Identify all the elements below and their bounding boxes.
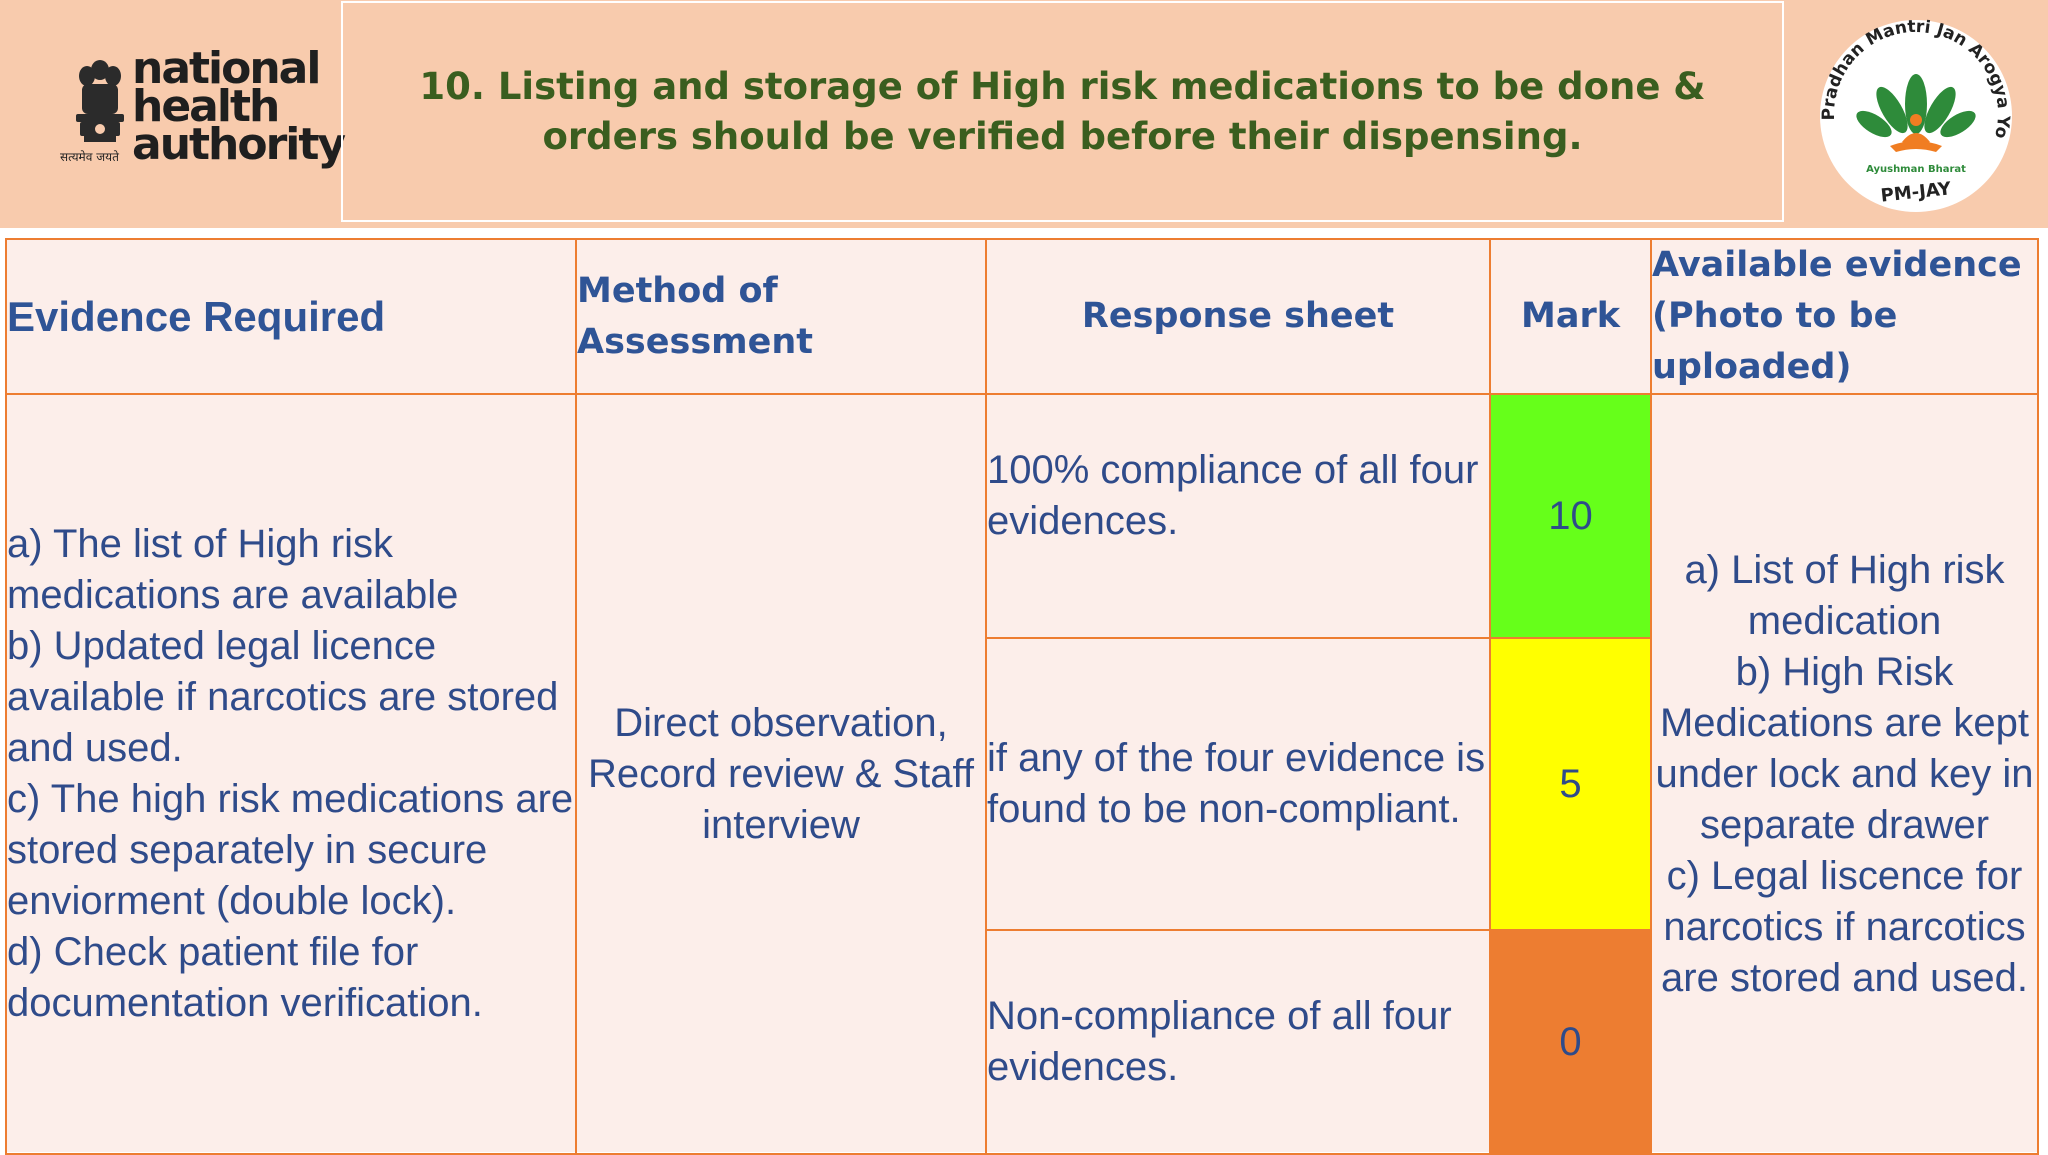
lotus-figure-icon [1856, 74, 1976, 152]
pmjay-logo: Pradhan Mantri Jan Arogya Yojana Ayushma… [1806, 12, 2013, 212]
response-partial-compliance: if any of the four evidence is found to … [985, 637, 1491, 931]
nha-word-health: health [132, 81, 280, 132]
header-available-evidence: Available evidence (Photo to be uploaded… [1650, 238, 2039, 395]
header-evidence-required: Evidence Required [5, 238, 577, 395]
nha-word-authority: authority [132, 119, 346, 170]
method-cell: Direct observation, Record review & Staf… [575, 393, 987, 1155]
mark-0: 0 [1489, 929, 1652, 1155]
header-response-sheet: Response sheet [985, 238, 1491, 395]
table-header-row: Evidence Required Method of Assessment R… [5, 238, 2039, 395]
table-row: Non-compliance of all four evidences. 0 [6, 929, 2038, 1155]
header-mark: Mark [1489, 238, 1652, 395]
slide-title: 10. Listing and storage of High risk med… [341, 1, 1784, 222]
response-full-compliance: 100% compliance of all four evidences. [985, 393, 1491, 639]
response-non-compliance: Non-compliance of all four evidences. [985, 929, 1491, 1155]
mark-10: 10 [1489, 393, 1652, 639]
table-row: a) The list of High risk medications are… [5, 393, 2039, 1155]
header-method-of-assessment: Method of Assessment [575, 238, 987, 395]
evidence-required-cell: a) The list of High risk medications are… [5, 393, 577, 1155]
table-row: if any of the four evidence is found to … [6, 637, 2038, 931]
nha-wordmark: national health authority [132, 43, 346, 170]
slide-header: सत्यमेव जयते national health authority 1… [0, 0, 2048, 228]
emblem-caption: सत्यमेव जयते [60, 150, 119, 164]
available-evidence-cell: a) List of High risk medication b) High … [1650, 393, 2039, 1155]
nha-word-national: national [132, 43, 321, 94]
pmjay-subtext: Ayushman Bharat [1866, 164, 1966, 175]
assessment-table: Evidence Required Method of Assessment R… [5, 238, 2039, 1155]
nha-logo: सत्यमेव जयते national health authority [58, 47, 346, 182]
assessment-table-wrap: Evidence Required Method of Assessment R… [5, 238, 2039, 1155]
ashoka-emblem-icon [76, 60, 124, 142]
mark-5: 5 [1489, 637, 1652, 931]
